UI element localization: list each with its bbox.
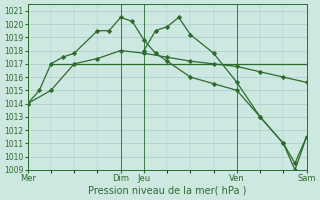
X-axis label: Pression niveau de la mer( hPa ): Pression niveau de la mer( hPa ) xyxy=(88,186,246,196)
